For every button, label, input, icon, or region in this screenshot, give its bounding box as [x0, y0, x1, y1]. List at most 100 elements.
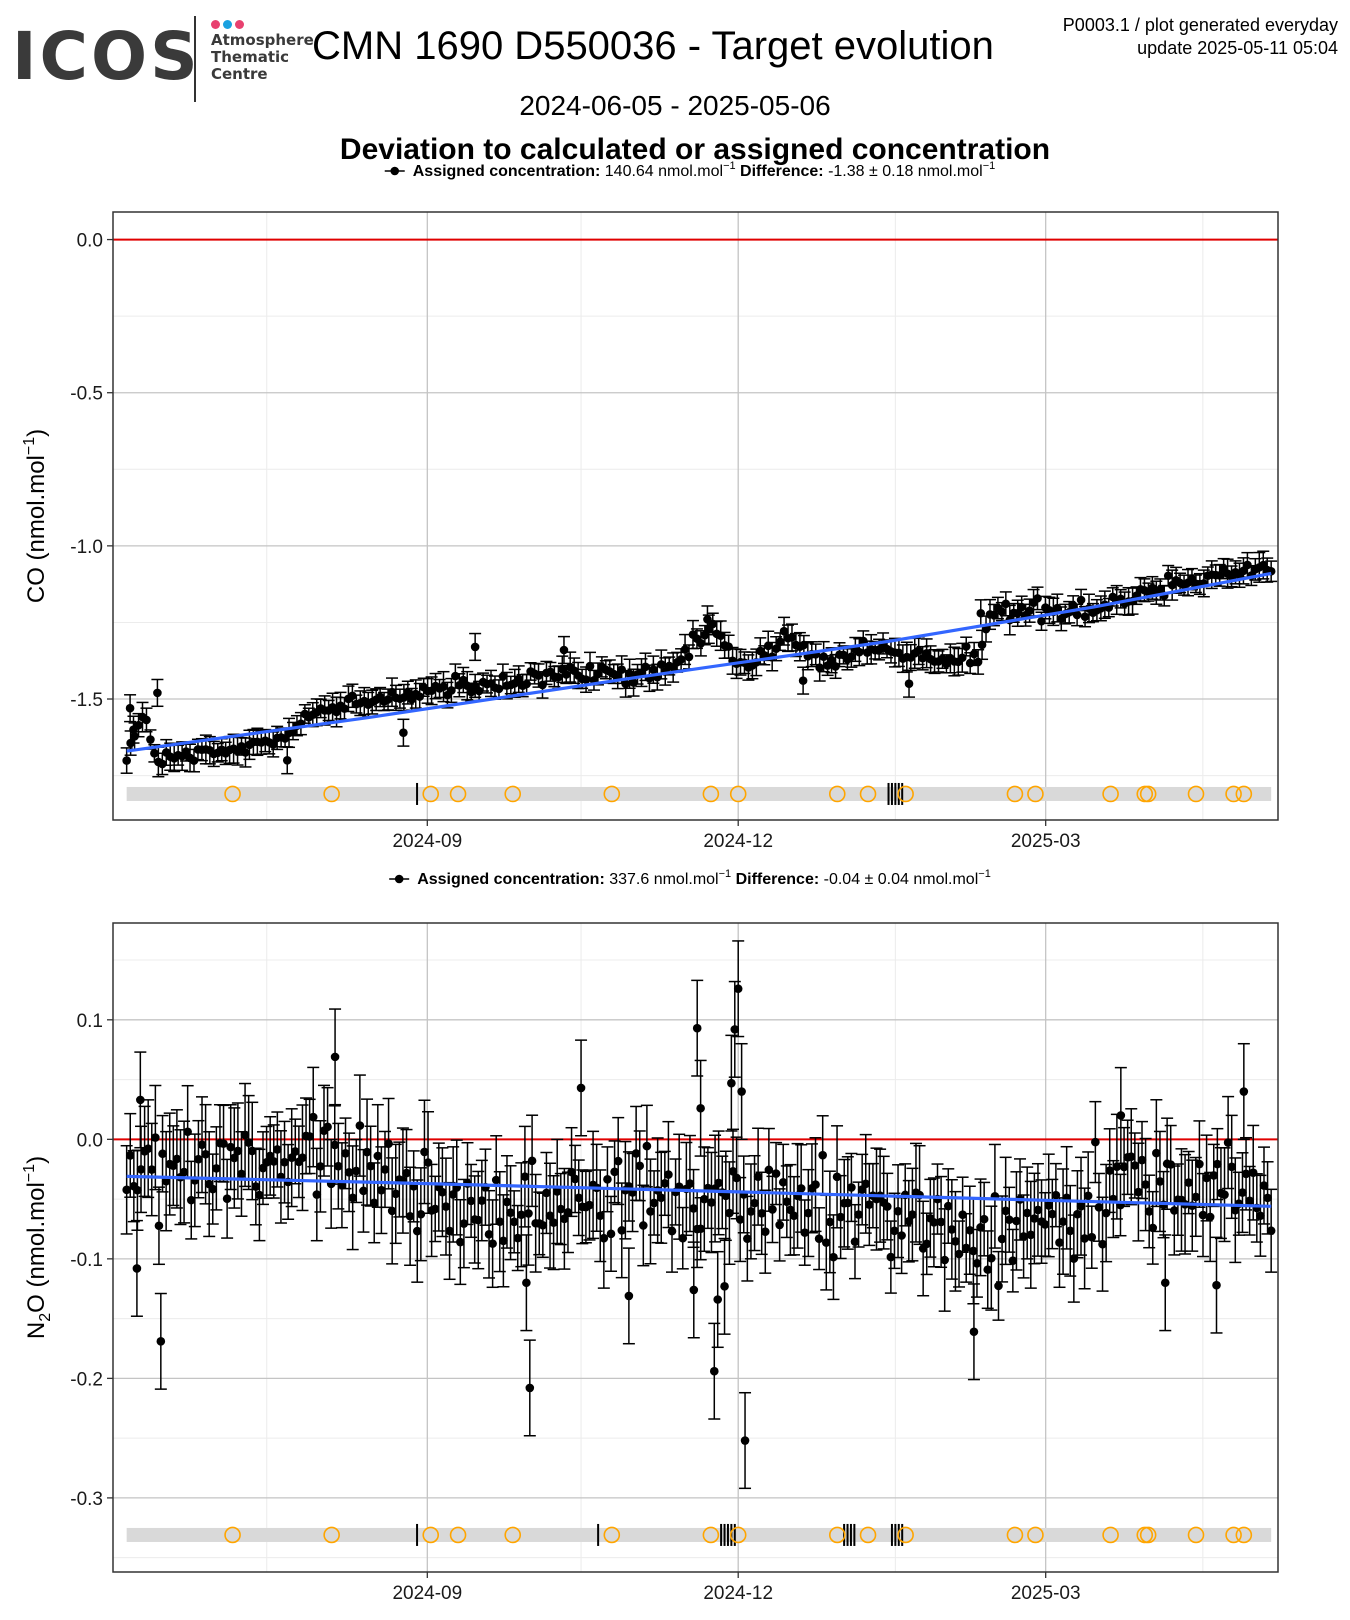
data-marker: [775, 637, 785, 646]
legend-label: Difference:: [736, 163, 828, 180]
data-point: [1021, 1166, 1034, 1260]
data-point: [418, 1099, 431, 1205]
data-marker: [1080, 1234, 1089, 1243]
data-point: [512, 665, 525, 694]
data-point: [1046, 1178, 1059, 1250]
data-point: [170, 1109, 183, 1209]
data-marker: [308, 1112, 318, 1122]
data-marker: [561, 670, 571, 679]
y-tick-label: 0.0: [77, 1130, 103, 1151]
data-marker: [351, 1166, 361, 1176]
data-point: [178, 1120, 191, 1224]
data-marker: [240, 1130, 250, 1140]
flag-circle: [1187, 1526, 1205, 1544]
data-marker: [635, 1161, 645, 1171]
data-marker: [740, 1436, 750, 1445]
data-marker: [624, 1291, 634, 1301]
data-marker: [549, 1218, 558, 1227]
data-marker: [603, 1175, 612, 1184]
legend-value: 140.64 nmol.mol: [605, 163, 723, 180]
data-marker: [1213, 1159, 1222, 1169]
data-marker: [520, 1172, 530, 1181]
data-marker: [760, 1227, 770, 1236]
data-marker: [158, 759, 167, 769]
y-axis-label-sup: −1: [21, 437, 38, 455]
data-marker: [197, 1140, 207, 1150]
data-marker: [1069, 1254, 1079, 1263]
flag-circle: [1225, 1526, 1242, 1544]
data-marker: [534, 671, 543, 680]
data-marker: [685, 1179, 695, 1188]
flag-circle: [702, 785, 720, 803]
data-point: [1210, 1236, 1223, 1334]
flag-circle: [1235, 785, 1253, 803]
data-point: [375, 1146, 388, 1235]
data-point: [1053, 1197, 1066, 1289]
data-marker: [459, 1219, 469, 1228]
data-marker: [1163, 571, 1173, 581]
data-marker: [629, 678, 638, 687]
data-marker: [136, 1095, 145, 1105]
data-marker: [438, 1187, 447, 1197]
data-marker: [976, 608, 986, 618]
page-title: CMN 1690 D550036 - Target evolution: [312, 24, 994, 68]
data-point: [267, 1124, 280, 1199]
data-marker: [664, 1170, 673, 1179]
data-marker: [763, 641, 773, 651]
data-point: [1237, 1042, 1250, 1141]
data-point: [523, 1339, 536, 1437]
data-marker: [251, 1182, 261, 1191]
data-marker: [815, 663, 825, 673]
flag-circle: [1006, 1526, 1024, 1544]
data-point: [231, 1102, 244, 1200]
data-marker: [222, 1194, 232, 1204]
data-marker: [1072, 610, 1082, 620]
legend-label: Assigned concentration:: [413, 163, 605, 180]
flag-circle: [702, 1526, 720, 1544]
data-marker: [929, 1218, 939, 1227]
y-tick-label: -0.2: [70, 1369, 103, 1390]
data-marker: [150, 749, 159, 758]
flag-circle: [603, 1526, 621, 1544]
data-marker: [136, 1165, 146, 1174]
flag-circle: [729, 785, 747, 803]
data-point: [556, 655, 569, 684]
section-title: Deviation to calculated or assigned conc…: [339, 133, 1051, 166]
data-marker: [570, 1174, 580, 1184]
data-marker: [599, 1233, 609, 1243]
data-marker: [631, 1149, 641, 1158]
data-marker: [154, 1221, 164, 1231]
data-marker: [129, 725, 138, 734]
data-marker: [456, 1237, 465, 1247]
data-marker: [380, 1165, 390, 1174]
y-tick-label: 0.1: [77, 1011, 103, 1032]
data-marker: [405, 1211, 415, 1221]
flag-circle: [224, 1526, 241, 1544]
data-marker: [158, 1149, 167, 1159]
data-point: [974, 1178, 987, 1277]
data-point: [526, 1114, 539, 1208]
data-point: [605, 1195, 618, 1272]
data-marker: [689, 1285, 699, 1295]
data-marker: [189, 756, 199, 765]
data-point: [1240, 1136, 1253, 1211]
data-point: [1243, 1165, 1256, 1236]
data-point: [120, 1144, 133, 1235]
data-marker: [282, 755, 292, 765]
data-point: [944, 643, 957, 674]
data-point: [888, 1192, 901, 1270]
data-point: [557, 635, 570, 665]
data-marker: [1025, 606, 1034, 615]
data-marker: [914, 646, 924, 655]
data-marker: [660, 1179, 670, 1188]
data-marker: [649, 1198, 659, 1208]
data-marker: [1134, 1187, 1143, 1197]
flag-circle: [1225, 785, 1242, 803]
y-tick-label: -0.5: [70, 384, 103, 405]
data-marker: [538, 1220, 548, 1230]
data-marker: [768, 1205, 777, 1214]
data-marker: [646, 1207, 655, 1216]
data-marker: [707, 1198, 716, 1207]
data-marker: [1155, 585, 1165, 594]
data-marker: [466, 1196, 476, 1206]
